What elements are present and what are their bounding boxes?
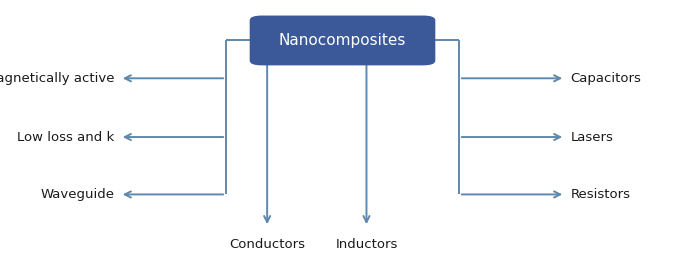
Text: Capacitors: Capacitors — [571, 72, 641, 85]
FancyBboxPatch shape — [249, 16, 436, 66]
Text: Low loss and k: Low loss and k — [17, 130, 114, 144]
Text: Resistors: Resistors — [571, 188, 631, 201]
Text: Conductors: Conductors — [229, 238, 305, 251]
Text: Inductors: Inductors — [335, 238, 398, 251]
Text: Waveguide: Waveguide — [40, 188, 114, 201]
Text: Lasers: Lasers — [571, 130, 614, 144]
Text: Nanocomposites: Nanocomposites — [279, 33, 406, 48]
Text: Magnetically active: Magnetically active — [0, 72, 114, 85]
